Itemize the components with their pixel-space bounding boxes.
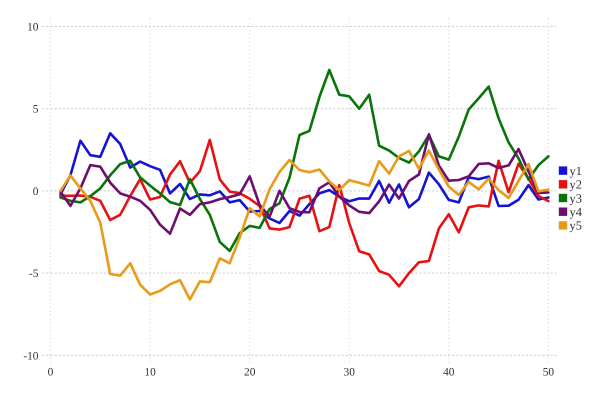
- svg-text:20: 20: [244, 367, 256, 379]
- svg-text:y3: y3: [570, 191, 582, 205]
- svg-text:0: 0: [33, 186, 39, 198]
- svg-text:y1: y1: [570, 164, 582, 178]
- svg-text:-5: -5: [29, 268, 39, 280]
- svg-text:30: 30: [344, 367, 356, 379]
- svg-text:10: 10: [144, 367, 156, 379]
- svg-text:0: 0: [48, 367, 54, 379]
- svg-text:y5: y5: [570, 219, 582, 233]
- svg-text:y2: y2: [570, 178, 582, 192]
- svg-text:10: 10: [27, 21, 39, 33]
- svg-text:5: 5: [33, 104, 39, 116]
- svg-text:50: 50: [543, 367, 555, 379]
- svg-text:-10: -10: [23, 350, 38, 362]
- svg-text:40: 40: [443, 367, 455, 379]
- svg-text:y4: y4: [570, 205, 582, 219]
